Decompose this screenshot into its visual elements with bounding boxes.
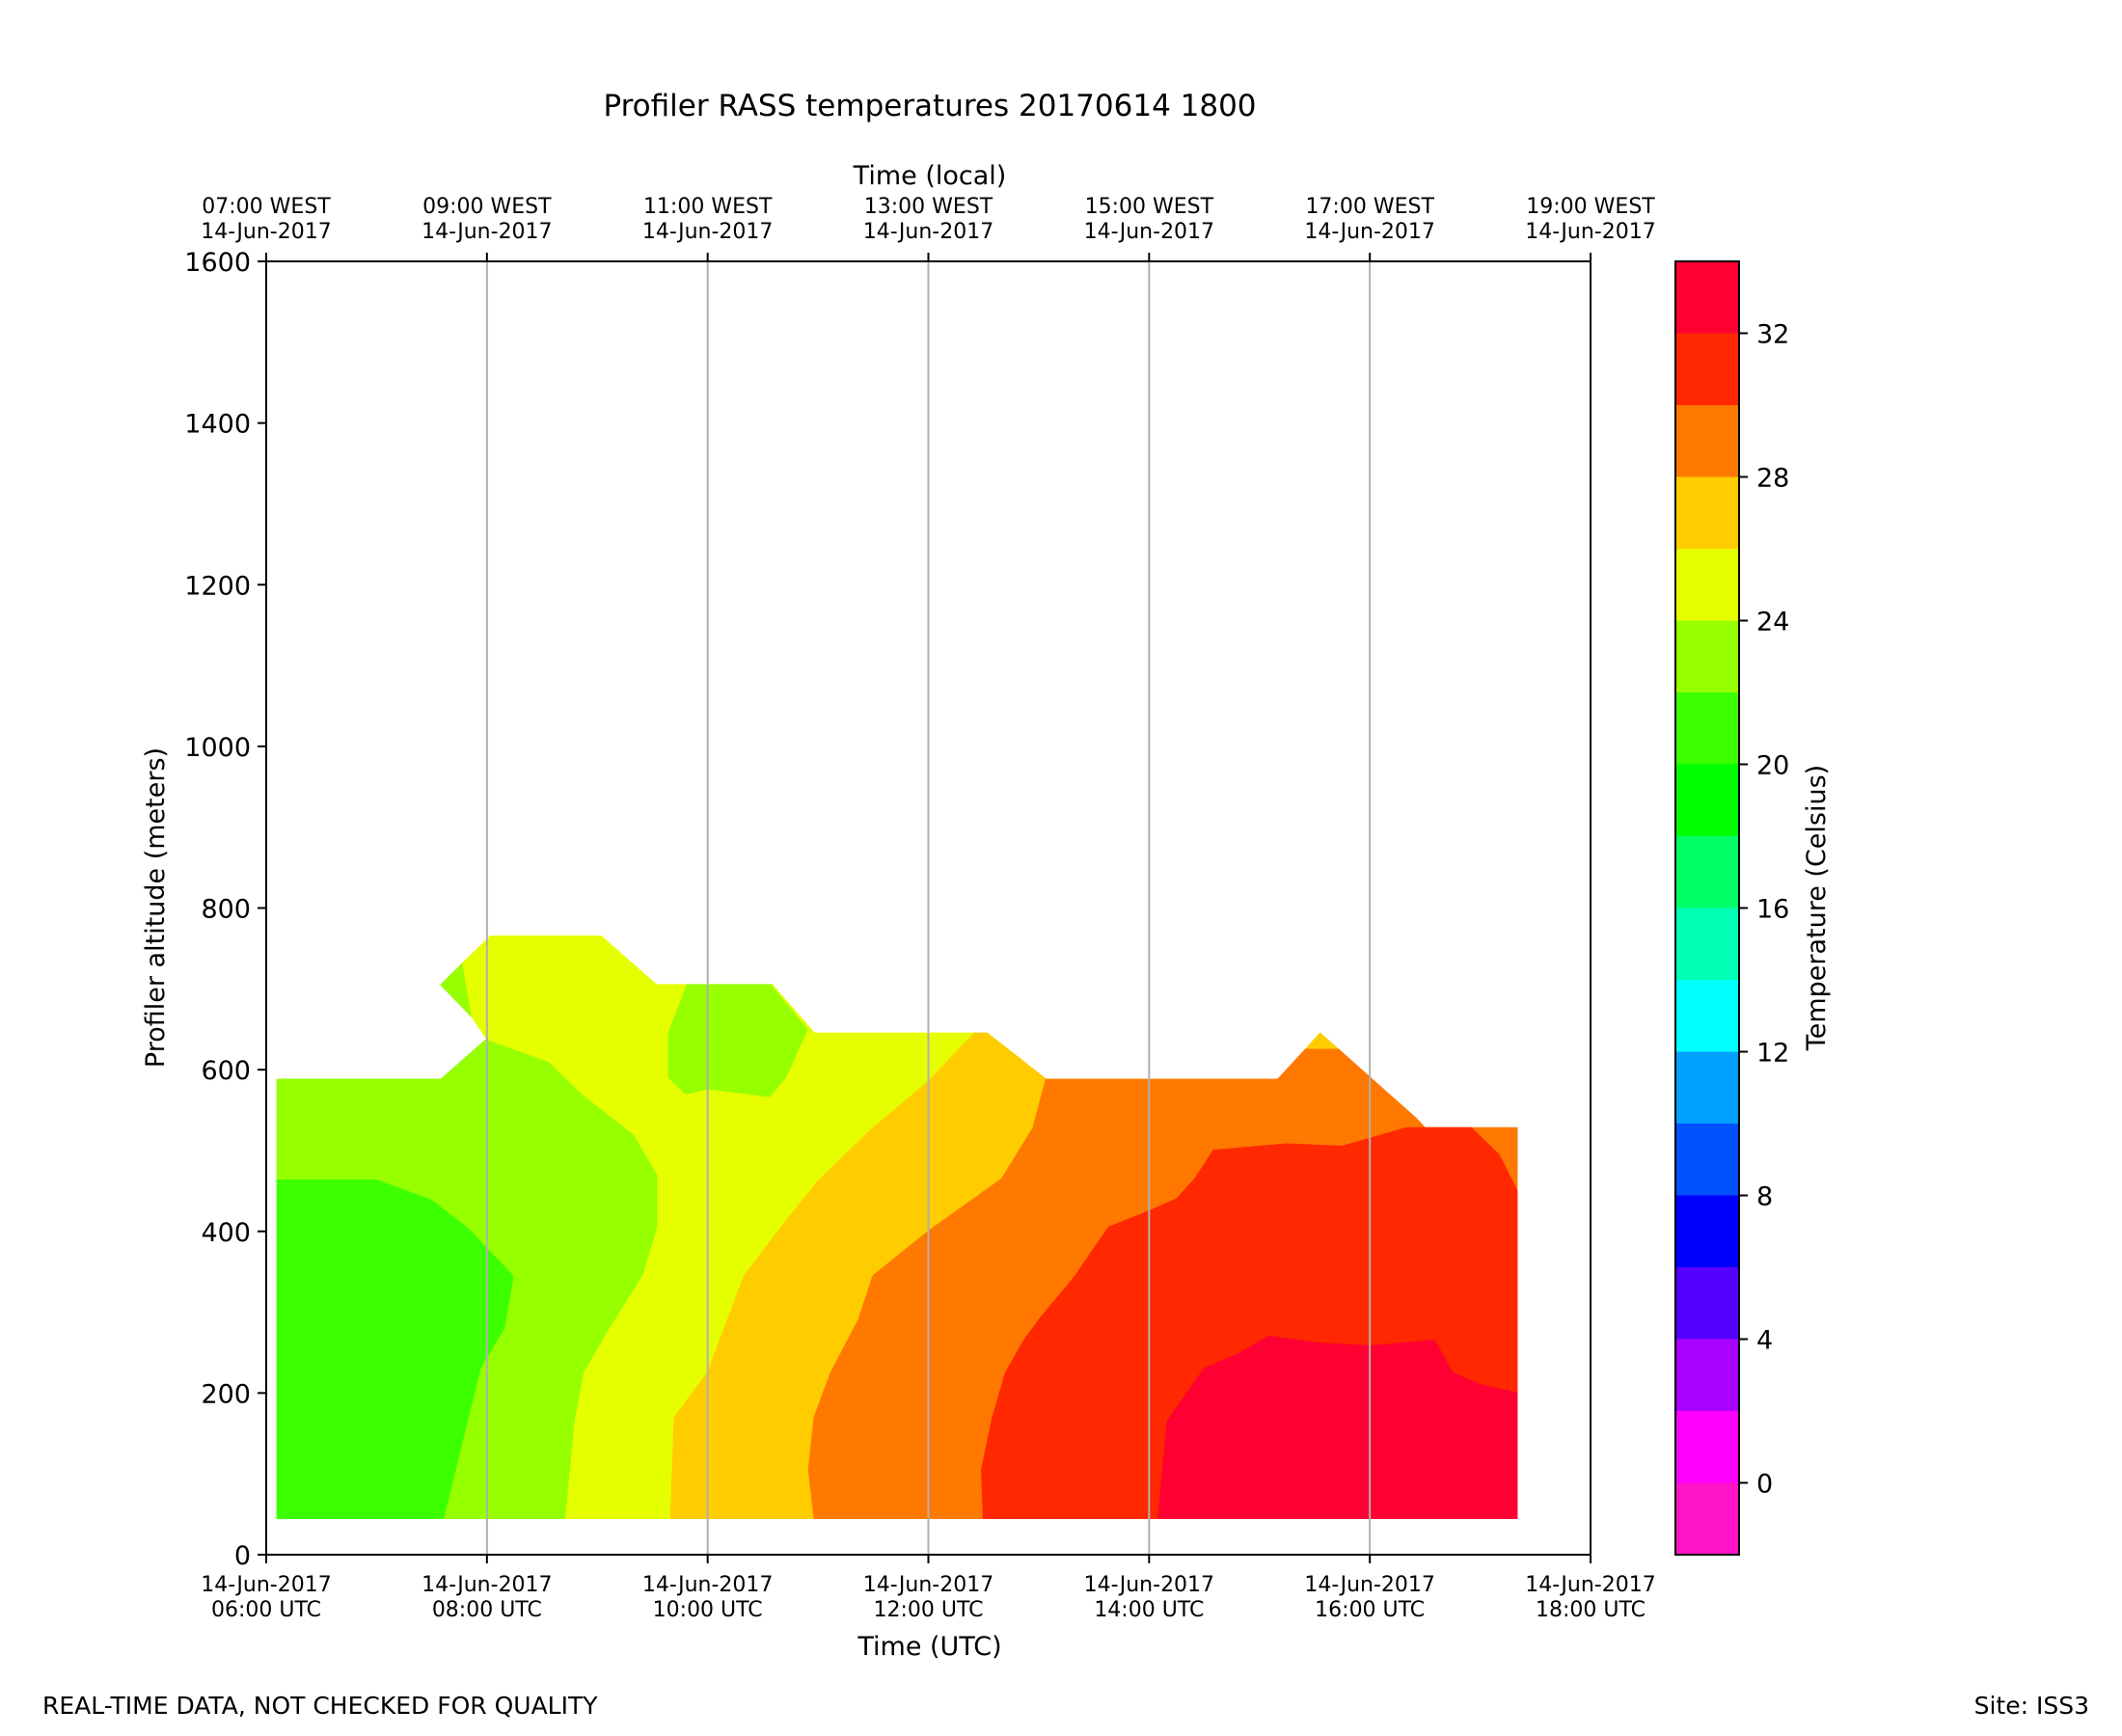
site-label: Site: ISS3 [1974,1692,2089,1720]
y-axis-label: Profiler altitude (meters) [141,747,171,1068]
y-axis-ticks: 0 200 400 600 800 1000 1200 1400 1600 [184,248,266,1571]
y-tick-label: 800 [201,895,251,925]
x-axis-top-label: Time (local) [853,161,1007,191]
colorbar-segment [1675,405,1739,477]
colorbar-tick-label: 20 [1756,751,1789,781]
colorbar-segment [1675,1267,1739,1340]
x-tick-time: 06:00 UTC [211,1598,321,1622]
colorbar-tick-label: 12 [1756,1039,1789,1069]
x-top-tick-date: 14-Jun-2017 [863,220,993,244]
colorbar-segment [1675,261,1739,334]
colorbar-segment [1675,1411,1739,1483]
colorbar-tick-label: 8 [1756,1182,1773,1212]
x-top-tick-date: 14-Jun-2017 [642,220,773,244]
x-top-tick-date: 14-Jun-2017 [1304,220,1434,244]
colorbar-ticks: 0 4 8 12 16 20 24 28 32 [1739,320,1789,1500]
x-top-tick-time: 17:00 WEST [1305,195,1434,219]
x-top-tick-time: 15:00 WEST [1085,195,1214,219]
colorbar-label: Temperature (Celsius) [1802,765,1832,1051]
y-tick-label: 600 [201,1056,251,1086]
x-tick-date: 14-Jun-2017 [422,1573,552,1597]
quality-disclaimer: REAL-TIME DATA, NOT CHECKED FOR QUALITY [42,1692,598,1720]
plot-area: 0 200 400 600 800 1000 1200 1400 1600 14-Jun-201… [184,195,1655,1622]
colorbar-segments [1675,261,1739,1555]
colorbar-tick-label: 32 [1756,320,1789,350]
colorbar-segment [1675,476,1739,549]
x-tick-time: 16:00 UTC [1315,1598,1425,1622]
x-top-tick-date: 14-Jun-2017 [1525,220,1655,244]
colorbar-segment [1675,836,1739,909]
x-top-tick-date: 14-Jun-2017 [201,220,331,244]
contour-fill-layer [276,936,1518,1520]
colorbar-segment [1675,1482,1739,1555]
colorbar-segment [1675,620,1739,692]
x-top-tick-date: 14-Jun-2017 [422,220,552,244]
x-tick-time: 12:00 UTC [873,1598,983,1622]
x-top-tick-time: 19:00 WEST [1526,195,1655,219]
y-tick-label: 1000 [184,733,251,763]
x-top-tick-time: 07:00 WEST [202,195,331,219]
colorbar-segment [1675,980,1739,1052]
vertical-gridlines [485,261,1372,1555]
colorbar-tick-label: 4 [1756,1326,1773,1356]
y-tick-label: 0 [234,1541,251,1571]
colorbar-segment [1675,908,1739,980]
x-axis-label: Time (UTC) [857,1632,1001,1662]
y-tick-label: 1200 [184,571,251,601]
x-top-tick-time: 13:00 WEST [864,195,993,219]
colorbar: 0 4 8 12 16 20 24 28 32 [1674,260,1789,1556]
x-top-tick-date: 14-Jun-2017 [1084,220,1214,244]
x-tick-date: 14-Jun-2017 [1525,1573,1655,1597]
colorbar-segment [1675,764,1739,836]
colorbar-tick-label: 0 [1756,1470,1773,1500]
y-tick-label: 400 [201,1218,251,1248]
x-tick-time: 18:00 UTC [1536,1598,1646,1622]
x-tick-time: 10:00 UTC [653,1598,763,1622]
y-tick-label: 1400 [184,410,251,440]
x-tick-date: 14-Jun-2017 [1084,1573,1214,1597]
x-top-tick-time: 11:00 WEST [643,195,773,219]
x-tick-date: 14-Jun-2017 [642,1573,773,1597]
colorbar-tick-label: 24 [1756,608,1789,637]
colorbar-tick-label: 16 [1756,895,1789,925]
x-tick-time: 08:00 UTC [432,1598,542,1622]
chart-title: Profiler RASS temperatures 20170614 1800 [603,89,1256,123]
colorbar-segment [1675,1195,1739,1267]
x-tick-date: 14-Jun-2017 [201,1573,331,1597]
y-tick-label: 200 [201,1379,251,1409]
x-tick-date: 14-Jun-2017 [1304,1573,1434,1597]
x-tick-time: 14:00 UTC [1094,1598,1204,1622]
colorbar-segment [1675,333,1739,405]
contour-region-26C-6 [1303,1032,1341,1050]
colorbar-segment [1675,1051,1739,1124]
y-tick-label: 1600 [184,248,251,278]
colorbar-segment [1675,1124,1739,1196]
x-top-tick-time: 09:00 WEST [422,195,552,219]
colorbar-segment [1675,692,1739,765]
x-tick-date: 14-Jun-2017 [863,1573,993,1597]
colorbar-segment [1675,549,1739,621]
colorbar-tick-label: 28 [1756,464,1789,494]
colorbar-segment [1675,1339,1739,1411]
